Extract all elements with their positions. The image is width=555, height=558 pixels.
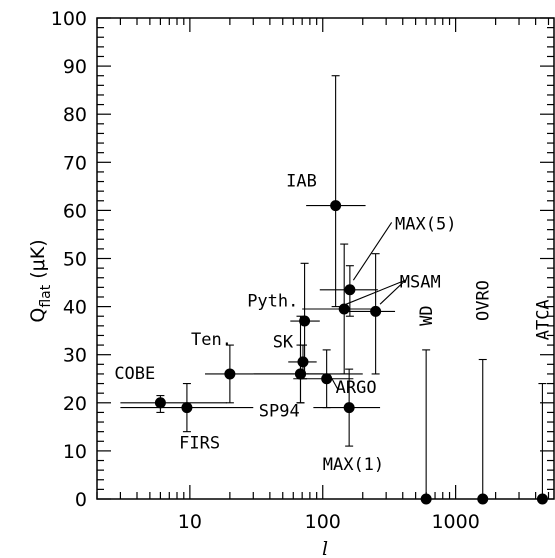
data-point [154, 397, 166, 409]
data-point [338, 303, 350, 315]
y-tick-label: 60 [63, 200, 87, 222]
leader-lines [328, 222, 406, 390]
annotation-leader [379, 279, 406, 305]
y-tick-label: 80 [63, 104, 87, 126]
data-point [321, 373, 333, 385]
data-point [294, 368, 306, 380]
axis-ticks [96, 17, 554, 500]
y-tick-label: 10 [63, 441, 87, 463]
y-tick-label: 40 [63, 297, 87, 319]
annotation-label: FIRS [179, 433, 220, 453]
annotation-leader [352, 222, 393, 281]
data-point [343, 402, 355, 414]
y-tick-label: 50 [63, 249, 87, 271]
annotation-label: SK [273, 332, 294, 352]
plot-frame [96, 17, 555, 500]
data-point [299, 315, 311, 327]
annotation-label: MAX(5) [395, 215, 456, 235]
y-axis-label-sub: flat [38, 284, 54, 307]
y-tick-label: 100 [51, 8, 87, 30]
annotation-label: MSAM [400, 272, 441, 292]
annotations: COBE FIRS Ten. SK Pyth. SP94 ARGO IAB MSAM MAX(5)… [114, 171, 553, 475]
annotation-label: WD [417, 305, 437, 325]
plot-axes [96, 17, 555, 500]
annotation-leader [328, 373, 339, 390]
data-point [344, 284, 356, 296]
y-tick-label: 70 [63, 152, 87, 174]
annotation-label: ATCA [533, 299, 553, 340]
y-axis-label: Qflat (μK) [27, 239, 54, 322]
data-point [297, 356, 309, 368]
annotation-label: ARGO [336, 378, 377, 398]
data-points [154, 200, 548, 505]
y-tick-label: 30 [63, 345, 87, 367]
x-axis-label: l [322, 538, 328, 558]
data-point [536, 493, 548, 505]
annotation-label: Pyth. [247, 292, 298, 312]
y-tick-label: 0 [75, 489, 87, 511]
annotation-label: SP94 [259, 401, 300, 421]
annotation-label: Ten. [191, 330, 232, 350]
annotation-label: OVRO [474, 280, 494, 321]
annotation-label: IAB [286, 171, 317, 191]
x-tick-label: 10 [178, 511, 202, 533]
data-point [330, 200, 342, 212]
x-tick-label: 100 [305, 511, 341, 533]
data-point [420, 493, 432, 505]
data-point [477, 493, 489, 505]
data-point [370, 305, 382, 317]
y-tick-label: 20 [63, 393, 87, 415]
data-point [181, 402, 193, 414]
y-axis-label-main: Q [27, 308, 49, 323]
x-tick-label: 1000 [431, 511, 479, 533]
annotation-leader [345, 279, 406, 305]
y-axis-label-unit: (μK) [27, 239, 49, 278]
y-tick-label: 90 [63, 56, 87, 78]
annotation-label: MAX(1) [323, 455, 384, 475]
annotation-label: COBE [114, 364, 155, 384]
tick-labels: 0 10 20 30 40 50 60 70 80 90 100 10 100 1000 [51, 8, 480, 533]
data-point [224, 368, 236, 380]
